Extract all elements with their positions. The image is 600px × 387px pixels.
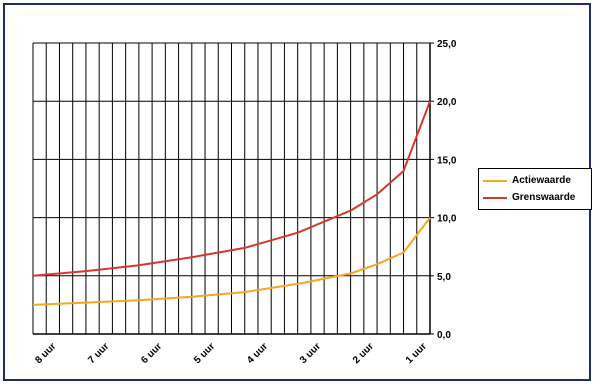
axes [33,43,431,335]
y-tick-label: 20,0 [437,97,457,108]
x-tick-label: 5 uur [192,341,217,366]
legend-swatch-actiewaarde [483,179,507,182]
series-line-grenswaarde [32,100,431,277]
series-line-actiewaarde [32,216,431,306]
x-tick-label: 1 uur [404,341,429,366]
grid [32,42,431,335]
legend-item-actiewaarde: Actiewaarde [483,172,587,189]
y-tick-label: 25,0 [437,39,457,50]
x-tick-label: 3 uur [298,341,323,366]
x-tick-label: 6 uur [139,341,164,366]
legend: Actiewaarde Grenswaarde [478,168,592,210]
y-tick-labels: 0,0 5,0 10,0 15,0 20,0 25,0 [430,39,457,341]
legend-swatch-grenswaarde [483,196,507,199]
y-tick-label: 0,0 [437,330,451,341]
legend-label-actiewaarde: Actiewaarde [512,175,571,186]
legend-item-grenswaarde: Grenswaarde [483,189,587,206]
y-tick-label: 15,0 [437,155,457,166]
y-tick-label: 10,0 [437,214,457,225]
x-tick-label: 8 uur [33,341,58,366]
legend-label-grenswaarde: Grenswaarde [512,192,576,203]
x-tick-labels: 8 uur 7 uur 6 uur 5 uur 4 uur 3 uur 2 uur 1 uur [33,341,429,366]
x-tick-label: 4 uur [245,341,270,366]
series-lines [32,100,431,306]
x-tick-label: 7 uur [86,341,111,366]
x-tick-label: 2 uur [351,341,376,366]
y-tick-label: 5,0 [437,272,451,283]
